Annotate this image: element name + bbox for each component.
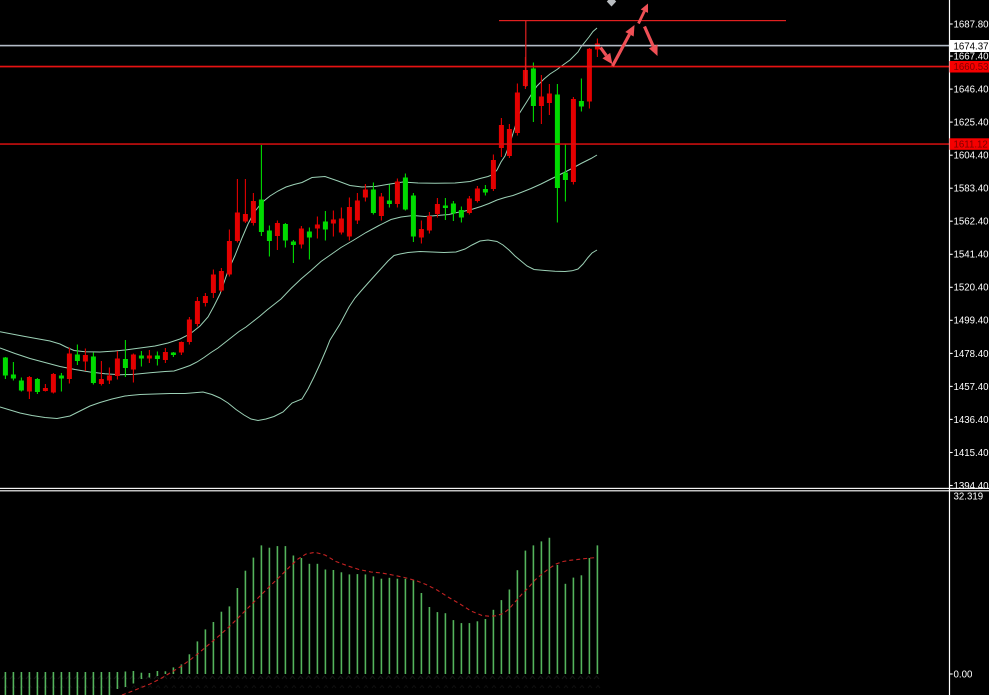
svg-text:1604.40: 1604.40	[954, 151, 989, 162]
svg-text:1625.40: 1625.40	[954, 118, 989, 129]
svg-text:1415.40: 1415.40	[954, 448, 989, 459]
svg-text:32.319: 32.319	[954, 491, 984, 502]
svg-text:1583.40: 1583.40	[954, 184, 989, 195]
svg-text:1541.40: 1541.40	[954, 250, 989, 261]
svg-text:1667.40: 1667.40	[954, 52, 989, 63]
svg-text:1611.12: 1611.12	[954, 140, 988, 151]
svg-text:1687.80: 1687.80	[954, 19, 989, 30]
svg-text:1660.53: 1660.53	[954, 62, 989, 73]
svg-text:1394.40: 1394.40	[954, 481, 989, 492]
svg-text:1457.40: 1457.40	[954, 382, 989, 393]
svg-text:1674.37: 1674.37	[954, 41, 989, 52]
svg-text:1436.40: 1436.40	[954, 415, 989, 426]
svg-text:1646.40: 1646.40	[954, 85, 989, 96]
svg-text:1562.40: 1562.40	[954, 217, 989, 228]
svg-text:1499.40: 1499.40	[954, 316, 989, 327]
svg-text:1520.40: 1520.40	[954, 283, 989, 294]
svg-text:0.00: 0.00	[954, 669, 973, 680]
svg-text:1478.40: 1478.40	[954, 349, 989, 360]
